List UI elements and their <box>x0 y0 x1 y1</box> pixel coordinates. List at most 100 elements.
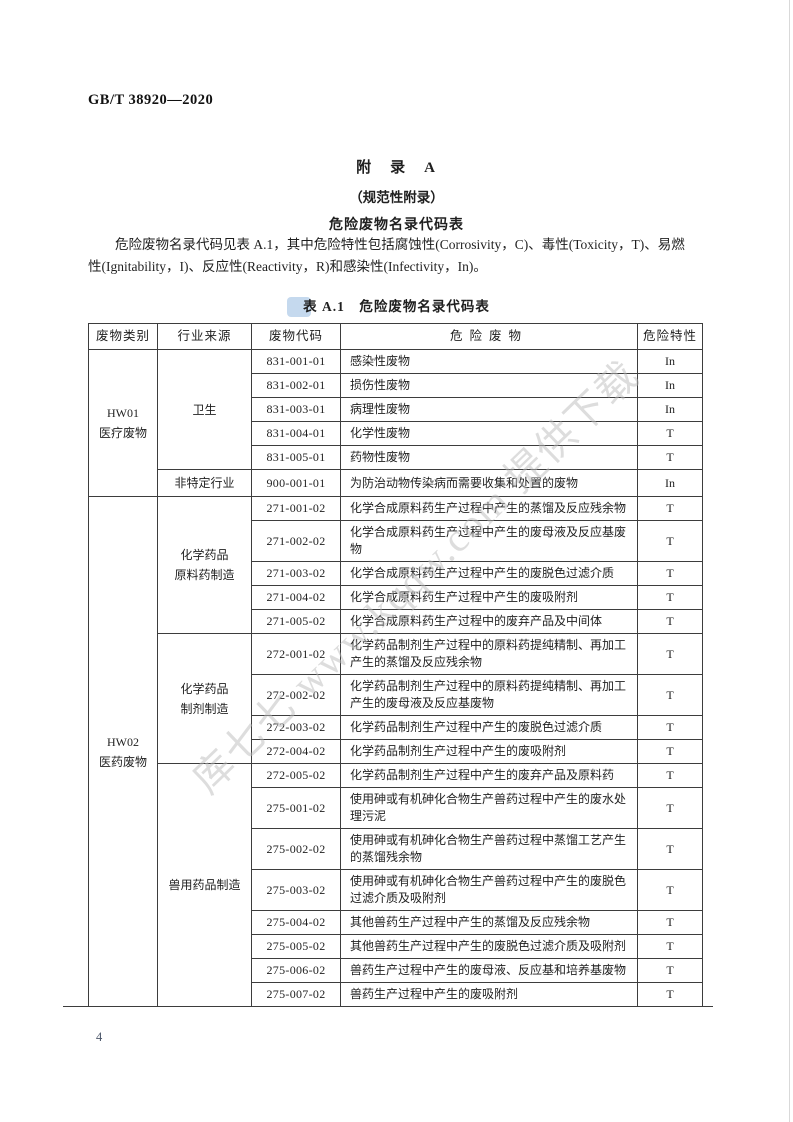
waste-code-cell: 271-002-02 <box>251 520 341 562</box>
page-right-edge-line <box>789 0 790 1122</box>
hazardous-waste-cell: 兽药生产过程中产生的废吸附剂 <box>340 982 638 1007</box>
waste-code-cell: 275-006-02 <box>251 958 341 983</box>
hazard-characteristic-cell: T <box>637 561 703 586</box>
hazardous-waste-cell: 其他兽药生产过程中产生的废脱色过滤介质及吸附剂 <box>340 934 638 959</box>
hazardous-waste-cell: 化学合成原料药生产过程中产生的废吸附剂 <box>340 585 638 610</box>
waste-code-cell: 831-001-01 <box>251 349 341 374</box>
appendix-title: 附 录 A <box>356 160 437 176</box>
hazardous-waste-cell: 使用砷或有机砷化合物生产兽药过程中蒸馏工艺产生的蒸馏残余物 <box>340 828 638 870</box>
hazard-characteristic-cell: T <box>637 674 703 716</box>
cell-line: 兽用药品制造 <box>168 878 241 892</box>
column-header: 废物类别 <box>88 323 158 350</box>
hazard-characteristic-cell: In <box>637 469 703 497</box>
hazard-characteristic-cell: T <box>637 934 703 959</box>
standard-number: GB/T 38920—2020 <box>88 92 214 108</box>
waste-code-cell: 831-004-01 <box>251 421 341 446</box>
table-row: 275-007-02 兽药生产过程中产生的废吸附剂 T <box>89 982 703 1007</box>
table-row: 271-004-02 化学合成原料药生产过程中产生的废吸附剂 T <box>89 585 703 610</box>
cell-line: 原料药制造 <box>174 568 235 582</box>
industry-source-cell: 卫生 <box>157 349 252 470</box>
hazardous-waste-cell: 化学合成原料药生产过程中产生的蒸馏及反应残余物 <box>340 496 638 521</box>
column-header: 危险废物 <box>340 323 638 350</box>
industry-source-cell: 非特定行业 <box>157 469 252 497</box>
hazard-characteristic-cell: T <box>637 715 703 740</box>
column-header: 危险特性 <box>637 323 703 350</box>
waste-code-cell: 275-004-02 <box>251 910 341 935</box>
waste-code-cell: 272-003-02 <box>251 715 341 740</box>
hazardous-waste-code-table: 废物类别 行业来源 废物代码 危险废物 危险特性 HW01 医疗废物 卫生 831-001-0… <box>88 323 703 1007</box>
hazardous-waste-cell: 化学药品制剂生产过程中产生的废吸附剂 <box>340 739 638 764</box>
waste-code-cell: 271-003-02 <box>251 561 341 586</box>
column-header: 废物代码 <box>251 323 341 350</box>
appendix-heading: 危险废物名录代码表 <box>329 218 464 233</box>
waste-code-cell: 275-005-02 <box>251 934 341 959</box>
waste-code-cell: 272-001-02 <box>251 633 341 675</box>
table-row: 831-002-01 损伤性废物 In <box>89 373 703 398</box>
industry-source-cell: 化学药品 制剂制造 <box>157 633 252 764</box>
waste-code-cell: 271-001-02 <box>251 496 341 521</box>
table-row: 非特定行业 900-001-01 为防治动物传染病而需要收集和处置的废物 In <box>89 469 703 497</box>
cell-line: 化学药品 <box>180 548 229 562</box>
hazardous-waste-cell: 化学药品制剂生产过程中产生的废弃产品及原料药 <box>340 763 638 788</box>
table-row: 831-003-01 病理性废物 In <box>89 397 703 422</box>
waste-code-cell: 275-001-02 <box>251 787 341 829</box>
hazardous-waste-cell: 化学合成原料药生产过程中的废弃产品及中间体 <box>340 609 638 634</box>
waste-code-cell: 275-003-02 <box>251 869 341 911</box>
hazard-characteristic-cell: T <box>637 633 703 675</box>
table-row: HW02 医药废物 化学药品 原料药制造 271-001-02 化学合成原料药生产过程中产… <box>88 496 703 1007</box>
hazard-characteristic-cell: In <box>637 349 703 374</box>
hazard-characteristic-cell: T <box>637 828 703 870</box>
cell-line: 医药废物 <box>98 754 147 769</box>
waste-code-cell: 831-002-01 <box>251 373 341 398</box>
hazardous-waste-cell: 病理性废物 <box>340 397 638 422</box>
hazardous-waste-cell: 为防治动物传染病而需要收集和处置的废物 <box>340 469 638 497</box>
hazardous-waste-cell: 其他兽药生产过程中产生的蒸馏及反应残余物 <box>340 910 638 935</box>
table-row: 272-004-02 化学药品制剂生产过程中产生的废吸附剂 T <box>89 739 703 764</box>
hazardous-waste-cell: 兽药生产过程中产生的废母液、反应基和培养基废物 <box>340 958 638 983</box>
hazard-characteristic-cell: T <box>637 869 703 911</box>
hazard-characteristic-cell: T <box>637 982 703 1007</box>
table-row: 272-003-02 化学药品制剂生产过程中产生的废脱色过滤介质 T <box>89 715 703 740</box>
waste-code-cell: 271-005-02 <box>251 609 341 634</box>
table-caption: 表 A.1 危险废物名录代码表 <box>303 299 490 314</box>
waste-code-cell: 831-005-01 <box>251 445 341 470</box>
hazardous-waste-cell: 化学合成原料药生产过程中产生的废脱色过滤介质 <box>340 561 638 586</box>
table-row: 275-004-02 其他兽药生产过程中产生的蒸馏及反应残余物 T <box>89 910 703 935</box>
hazardous-waste-cell: 感染性废物 <box>340 349 638 374</box>
waste-code-cell: 275-002-02 <box>251 828 341 870</box>
appendix-title-block: 附 录 A （规范性附录） 危险废物名录代码表 <box>0 156 793 234</box>
waste-code-cell: 900-001-01 <box>251 469 341 497</box>
page-number: 4 <box>96 1030 103 1044</box>
waste-code-cell: 275-007-02 <box>251 982 341 1007</box>
hazard-characteristic-cell: T <box>637 739 703 764</box>
table-wrap: 废物类别 行业来源 废物代码 危险废物 危险特性 HW01 医疗废物 卫生 831-001-0… <box>63 323 713 1007</box>
industry-source-cell: 化学药品 原料药制造 <box>157 496 252 634</box>
hazard-characteristic-cell: In <box>637 397 703 422</box>
cell-line: 医疗废物 <box>98 426 147 440</box>
table-row: 275-001-02 使用砷或有机砷化合物生产兽药过程中产生的废水处理污泥 T <box>89 787 703 829</box>
hazardous-waste-cell: 化学药品制剂生产过程中产生的废脱色过滤介质 <box>340 715 638 740</box>
table-row: 兽用药品制造 272-005-02 化学药品制剂生产过程中产生的废弃产品及原料药 T <box>89 763 703 1007</box>
hazard-characteristic-cell: T <box>637 445 703 470</box>
table-row: 271-005-02 化学合成原料药生产过程中的废弃产品及中间体 T <box>89 609 703 634</box>
hazard-characteristic-cell: T <box>637 763 703 788</box>
hazard-characteristic-cell: T <box>637 958 703 983</box>
hazardous-waste-cell: 使用砷或有机砷化合物生产兽药过程中产生的废水处理污泥 <box>340 787 638 829</box>
waste-code-cell: 272-005-02 <box>251 763 341 788</box>
hazardous-waste-cell: 损伤性废物 <box>340 373 638 398</box>
column-header: 行业来源 <box>157 323 252 350</box>
hazard-characteristic-cell: T <box>637 496 703 521</box>
hazard-characteristic-cell: T <box>637 787 703 829</box>
hazard-characteristic-cell: In <box>637 373 703 398</box>
hazardous-waste-cell: 化学药品制剂生产过程中的原料药提纯精制、再加工产生的废母液及反应基废物 <box>340 674 638 716</box>
table-row: 831-005-01 药物性废物 T <box>89 445 703 470</box>
cell-line: 卫生 <box>192 402 217 417</box>
industry-source-cell: 兽用药品制造 <box>157 763 252 1007</box>
intro-paragraph: 危险废物名录代码见表 A.1，其中危险特性包括腐蚀性(Corrosivity，C… <box>88 234 706 277</box>
header-row: 废物类别 行业来源 废物代码 危险废物 危险特性 <box>88 323 703 350</box>
cell-line: HW01 <box>107 406 139 420</box>
intro-line-1: 危险废物名录代码见表 A.1，其中危险特性包括腐蚀性(Corrosivity，C… <box>115 237 685 252</box>
hazard-characteristic-cell: T <box>637 609 703 634</box>
cell-line: 非特定行业 <box>174 476 235 490</box>
